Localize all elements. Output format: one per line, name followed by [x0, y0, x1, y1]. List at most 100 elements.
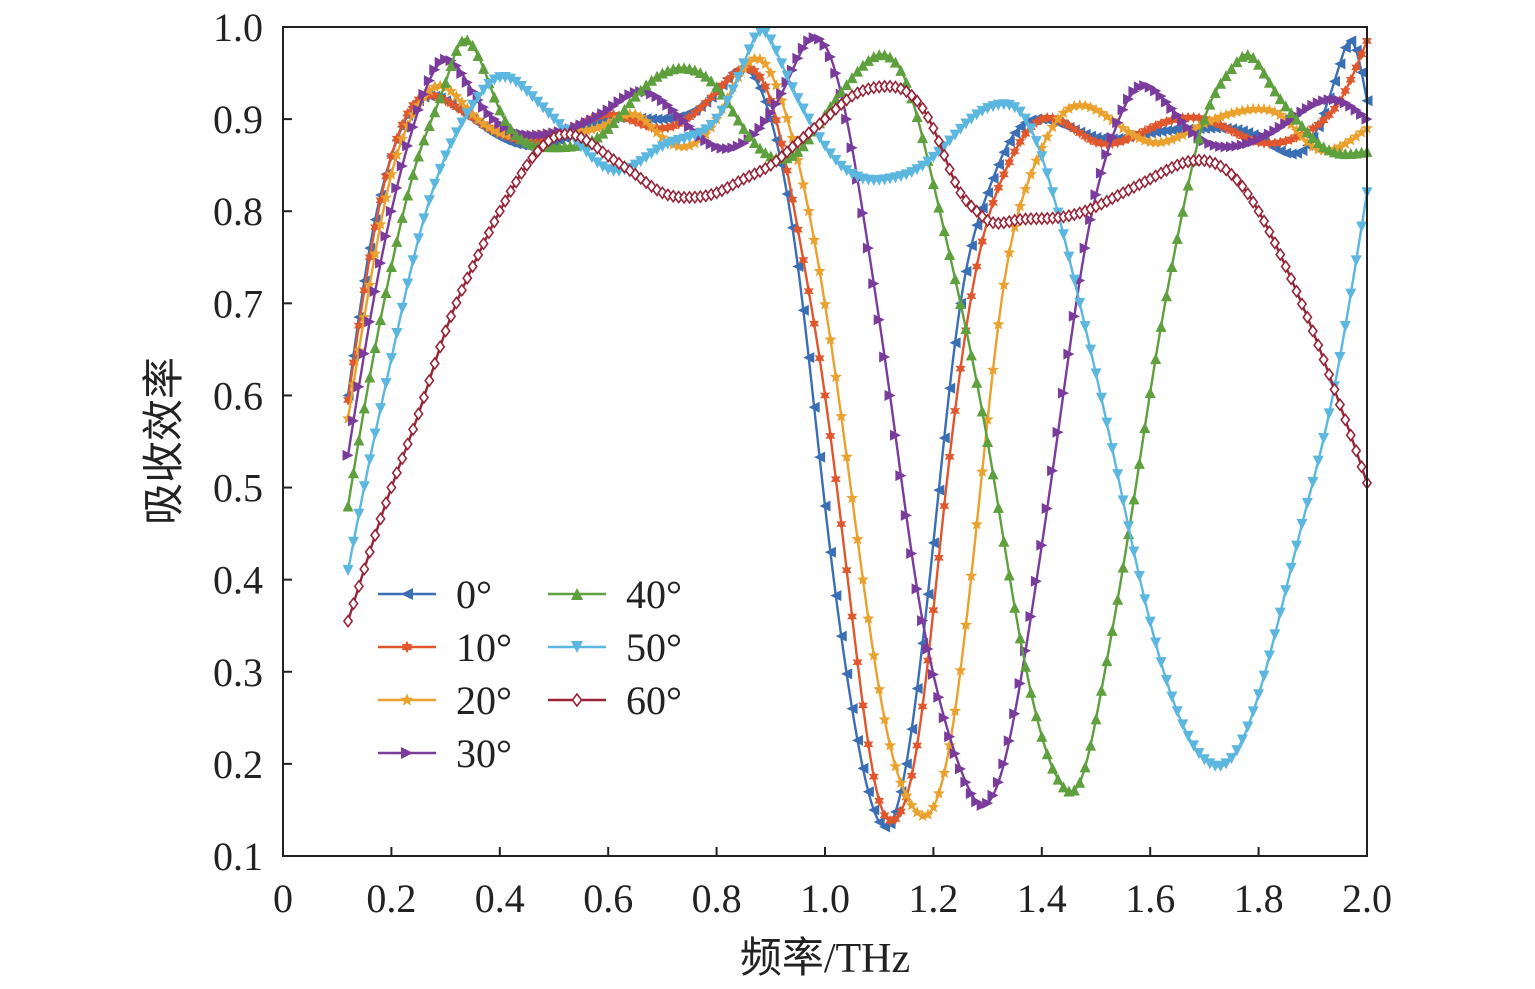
series-marker — [440, 324, 451, 338]
series-marker — [1177, 719, 1189, 731]
series-marker — [1345, 35, 1357, 47]
series-marker — [841, 113, 853, 125]
series-marker — [375, 313, 387, 325]
series-marker — [456, 117, 468, 129]
series-marker — [1183, 111, 1194, 124]
series-marker — [944, 382, 956, 394]
series-marker — [911, 683, 923, 695]
series-marker — [505, 123, 517, 135]
series-marker — [1275, 136, 1286, 149]
series-marker — [889, 429, 901, 441]
series-marker — [1057, 387, 1069, 399]
series-marker — [998, 535, 1010, 547]
series-marker — [1301, 497, 1313, 509]
series-marker — [369, 342, 381, 354]
series-marker — [629, 90, 641, 102]
series-marker — [1182, 179, 1194, 191]
series-marker — [1122, 125, 1135, 138]
series-marker — [1258, 670, 1270, 682]
series-marker — [1285, 118, 1298, 130]
series-marker — [938, 432, 950, 444]
series-marker — [591, 131, 603, 143]
series-marker — [489, 214, 500, 229]
series-marker — [1133, 457, 1145, 469]
series-marker — [1198, 113, 1210, 125]
series-marker — [1187, 123, 1200, 135]
series-marker — [998, 146, 1010, 158]
series-marker — [402, 189, 414, 201]
series-marker — [488, 91, 500, 103]
series-marker — [911, 111, 923, 123]
series-marker — [1268, 105, 1281, 118]
series-marker — [1203, 114, 1216, 127]
series-marker — [1242, 186, 1253, 201]
series-marker — [787, 193, 798, 206]
series-marker — [938, 766, 951, 779]
series-marker — [635, 84, 647, 96]
series-marker — [1030, 136, 1042, 148]
series-marker — [456, 104, 467, 117]
series-marker — [407, 422, 419, 437]
series-marker — [532, 96, 544, 108]
series-marker — [385, 260, 397, 272]
series-marker — [1318, 432, 1330, 444]
series-marker — [911, 806, 924, 818]
series-marker — [1280, 259, 1291, 274]
series-marker — [944, 451, 955, 463]
series-marker — [900, 509, 912, 521]
series-marker — [1036, 730, 1048, 742]
series-marker — [385, 168, 398, 180]
series-marker — [1237, 179, 1248, 194]
series-marker — [429, 64, 441, 76]
series-marker — [440, 150, 452, 162]
series-marker — [1100, 110, 1113, 122]
series-marker — [391, 235, 403, 247]
series-marker — [456, 67, 468, 79]
series-marker — [375, 194, 386, 207]
series-marker — [478, 62, 490, 74]
series-marker — [467, 259, 478, 274]
series-marker — [1090, 189, 1102, 201]
series-marker — [689, 107, 700, 119]
series-marker — [380, 286, 392, 298]
series-marker — [532, 144, 543, 159]
series-marker — [597, 127, 609, 139]
series-marker — [585, 123, 598, 135]
series-marker — [1068, 274, 1080, 286]
series-marker — [770, 79, 783, 91]
series-marker — [1209, 86, 1221, 98]
series-marker — [402, 437, 413, 451]
series-marker — [1155, 125, 1167, 137]
series-marker — [1285, 148, 1297, 160]
series-marker — [1198, 754, 1210, 766]
series-marker — [640, 115, 653, 127]
series-marker — [917, 700, 928, 713]
series-marker — [482, 121, 495, 133]
series-marker — [1193, 748, 1205, 760]
series-marker — [890, 80, 901, 94]
series-marker — [753, 52, 766, 65]
x-tick-label: 0.2 — [366, 876, 416, 921]
series-marker — [830, 590, 842, 602]
series-marker — [1296, 518, 1308, 530]
series-marker — [385, 205, 397, 217]
x-tick-label: 0.6 — [583, 876, 633, 921]
series-marker — [917, 101, 928, 116]
series-marker — [353, 434, 365, 446]
series-marker — [1176, 128, 1189, 141]
series-marker — [1165, 133, 1178, 145]
series-marker — [1144, 387, 1156, 399]
series-marker — [760, 80, 771, 93]
series-marker — [1291, 131, 1302, 143]
series-marker — [884, 51, 896, 63]
series-marker — [483, 225, 495, 240]
legend-item: 30° — [378, 731, 512, 776]
series-marker — [798, 254, 809, 266]
series-marker — [1096, 137, 1107, 150]
series-marker — [1009, 102, 1021, 114]
legend-item: 50° — [548, 625, 682, 670]
series-marker — [478, 236, 489, 251]
series-marker — [965, 788, 977, 800]
series-marker — [662, 121, 673, 134]
series-marker — [635, 156, 647, 168]
